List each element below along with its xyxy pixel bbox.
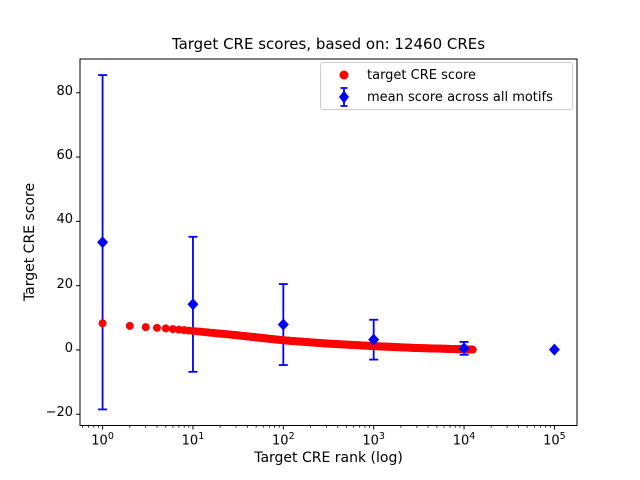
- diamond-errorbar-marker-icon: [321, 86, 367, 108]
- x-tick-label: 100: [91, 431, 114, 449]
- red-data-point: [152, 323, 161, 332]
- red-data-point: [141, 323, 150, 332]
- legend-entry-label: target CRE score: [367, 67, 477, 83]
- x-tick-label: 104: [452, 431, 476, 449]
- red-data-point: [161, 324, 170, 333]
- x-tick-label: 101: [181, 431, 205, 449]
- mean-score-diamond: [548, 343, 560, 356]
- mean-score-diamond: [187, 298, 199, 311]
- legend-entry-mean-score: mean score across all motifs: [321, 86, 572, 108]
- x-axis-label: Target CRE rank (log): [254, 450, 403, 466]
- x-tick-label: 102: [272, 431, 295, 449]
- y-tick-label: 40: [56, 212, 73, 228]
- red-data-point: [168, 325, 177, 334]
- chart-title: Target CRE scores, based on: 12460 CREs: [171, 35, 486, 53]
- mean-score-diamond: [368, 333, 380, 346]
- legend-entry-label: mean score across all motifs: [367, 89, 553, 105]
- mean-score-diamond: [277, 318, 289, 331]
- x-tick-label: 105: [543, 431, 566, 449]
- x-tick-label: 103: [362, 431, 385, 449]
- red-data-point: [98, 319, 107, 328]
- legend-entry-target-score: target CRE score: [321, 64, 572, 86]
- y-tick-label: −20: [45, 405, 73, 421]
- axes-frame: [79, 58, 578, 426]
- y-tick-label: 0: [64, 340, 73, 356]
- mean-score-diamond: [458, 342, 470, 355]
- legend: target CRE score mean score across all m…: [320, 62, 573, 110]
- y-tick-label: 20: [56, 276, 73, 292]
- red-data-point: [468, 345, 477, 354]
- mean-score-diamond: [97, 236, 109, 249]
- y-tick-label: 80: [56, 83, 73, 99]
- red-data-point: [125, 321, 134, 330]
- y-tick-label: 60: [56, 148, 73, 164]
- y-axis-label: Target CRE score: [22, 182, 38, 302]
- circle-marker-icon: [321, 65, 367, 85]
